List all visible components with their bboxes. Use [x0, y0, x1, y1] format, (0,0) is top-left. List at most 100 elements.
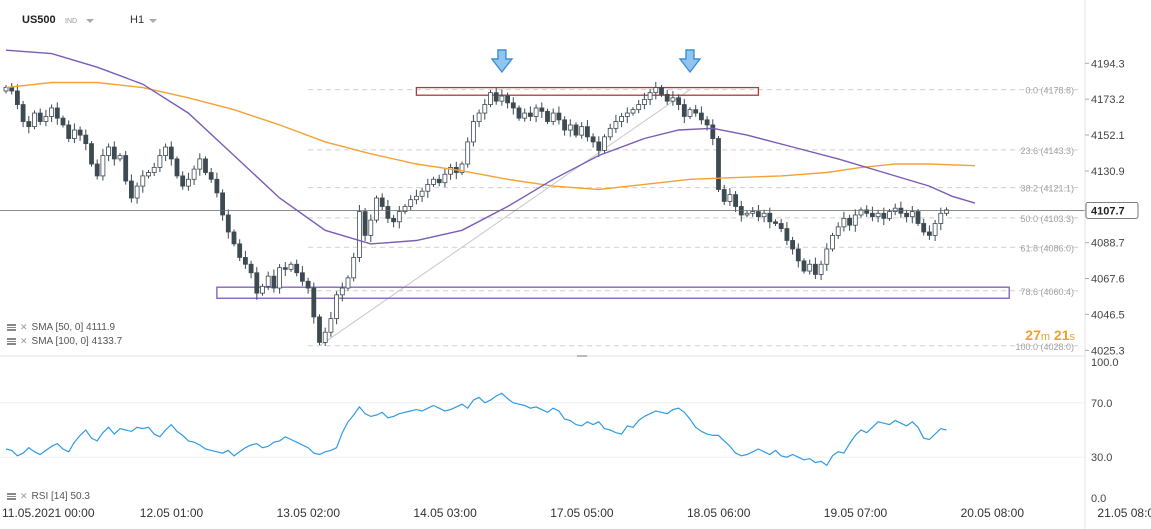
close-icon[interactable]: ✕: [20, 491, 28, 501]
candle-body: [128, 180, 134, 199]
candle-body: [14, 90, 20, 105]
candle-body: [9, 87, 15, 92]
candle-body: [419, 190, 425, 197]
candle-body: [374, 197, 379, 221]
candle-body: [619, 116, 624, 122]
sma50-line: [5, 49, 976, 245]
candle-body: [813, 263, 818, 275]
candle-body: [402, 206, 408, 212]
candle-body: [368, 219, 374, 236]
candle-body: [83, 134, 89, 145]
candle-body: [476, 112, 482, 122]
candle-body: [505, 95, 511, 104]
candle-body: [909, 211, 915, 218]
candle-body: [448, 167, 454, 175]
candle-body: [334, 294, 340, 320]
candle-body: [921, 223, 927, 233]
rsi-legend[interactable]: ✕ RSI [14] 50.3: [7, 491, 90, 502]
candle-body: [824, 248, 830, 265]
candle-body: [288, 263, 294, 270]
time-axis-label: 17.05 05:00: [550, 506, 614, 520]
fib-level-label: 0.0 (4178.8): [1025, 86, 1074, 96]
candle-body: [721, 189, 727, 202]
candle-body: [904, 212, 909, 218]
symbol-label[interactable]: US500: [22, 14, 56, 26]
candle-body: [436, 178, 442, 184]
candle-body: [750, 211, 756, 214]
candle-body: [174, 158, 180, 177]
sma50-legend-text: SMA [50, 0] 4111.9: [31, 322, 116, 333]
candle-body: [590, 136, 596, 143]
candle-body: [579, 126, 585, 136]
candle-body: [870, 212, 875, 218]
symbol-dropdown-chevron-icon[interactable]: [86, 19, 94, 23]
candle-body: [522, 112, 528, 119]
candle-body: [356, 211, 362, 258]
legend-settings-icon[interactable]: [7, 324, 16, 331]
candle-body: [887, 211, 892, 219]
candle-body: [362, 211, 368, 236]
candle-body: [94, 163, 100, 177]
rsi-legend-text: RSI [14] 50.3: [31, 491, 90, 502]
fib-level-label: 50.0 (4103.3): [1020, 214, 1074, 224]
candle-body: [790, 240, 795, 250]
candle-body: [311, 287, 317, 318]
candle-body: [676, 97, 681, 105]
candle-body: [214, 178, 220, 194]
sma50-legend[interactable]: ✕ SMA [50, 0] 4111.9: [7, 322, 115, 333]
candle-body: [756, 211, 761, 218]
candle-body: [778, 223, 784, 229]
rsi-tick-label: 0.0: [1091, 493, 1106, 505]
candle-body: [271, 275, 277, 289]
time-axis-label: 12.05 01:00: [140, 506, 204, 520]
candle-body: [60, 117, 66, 126]
candle-body: [607, 127, 613, 138]
candle-body: [852, 214, 858, 226]
candle-body: [459, 163, 465, 173]
candle-body: [470, 121, 476, 143]
candle-body: [664, 93, 670, 102]
time-axis-label: 18.05 06:00: [687, 506, 751, 520]
sma100-legend[interactable]: ✕ SMA [100, 0] 4133.7: [7, 336, 122, 347]
candle-body: [545, 110, 550, 122]
close-icon[interactable]: ✕: [20, 322, 28, 332]
candle-body: [847, 217, 852, 226]
candle-body: [322, 331, 328, 343]
candle-body: [72, 129, 77, 139]
candle-body: [550, 112, 556, 122]
candle-body: [881, 212, 887, 219]
countdown-seconds-unit: s: [1069, 331, 1076, 343]
candle-body: [773, 221, 778, 224]
down-arrow-shape: [678, 49, 702, 74]
legend-settings-icon[interactable]: [7, 493, 16, 500]
candle-body: [841, 217, 847, 228]
price-tick-label: 4067.6: [1091, 274, 1125, 286]
time-axis-label: 20.05 08:00: [961, 506, 1025, 520]
candle-body: [431, 178, 436, 185]
candle-body: [528, 112, 533, 117]
candle-body: [801, 260, 807, 272]
candle-body: [299, 272, 305, 282]
timeframe-label[interactable]: H1: [130, 14, 145, 26]
candle-body: [699, 112, 704, 121]
timeframe-dropdown-chevron-icon[interactable]: [149, 19, 157, 23]
legend-settings-icon[interactable]: [7, 338, 16, 345]
close-icon[interactable]: ✕: [20, 336, 28, 346]
candlesticks: [0, 81, 1085, 346]
candle-body: [106, 146, 111, 156]
down-arrow-shape: [490, 49, 514, 74]
fib-level-label: 38.2 (4121.1): [1020, 184, 1074, 194]
candle-body: [442, 173, 448, 184]
candle-body: [693, 109, 699, 114]
candle-body: [26, 121, 32, 128]
moving-averages: [5, 49, 976, 245]
resistance-zone: [415, 86, 760, 96]
price-tick-label: 4025.3: [1091, 345, 1125, 357]
candle-body: [231, 231, 237, 245]
candle-body: [499, 95, 505, 102]
candle-body: [77, 129, 83, 136]
candle-body: [767, 212, 773, 223]
candle-countdown: 27m 21s: [1025, 327, 1075, 343]
fib-level-label: 23.6 (4143.3): [1020, 146, 1074, 156]
